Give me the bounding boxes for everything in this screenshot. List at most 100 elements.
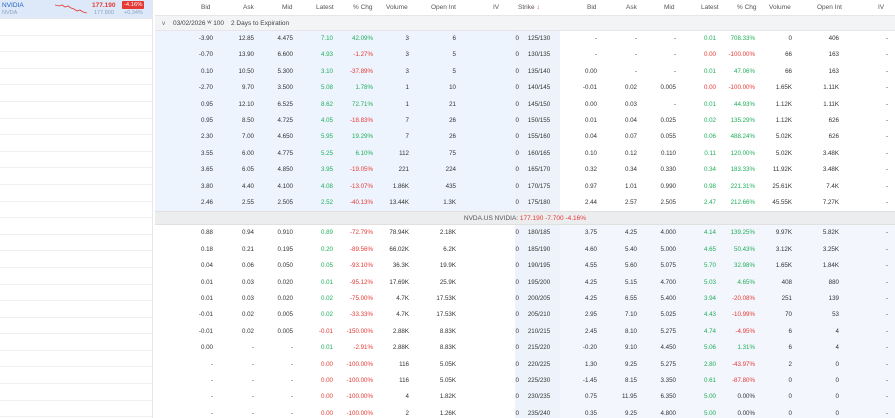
col-open-int[interactable]: Open Int [431, 4, 456, 11]
cell-p-volume: 1.12K [775, 100, 792, 108]
col-put-mid[interactable]: Mid [664, 4, 675, 11]
option-row[interactable]: 0.01 0.03 0.020 0.02 -75.00% 4.7K 17.53K 0 200/2… [155, 290, 895, 308]
option-row[interactable]: 0.01 0.03 0.020 0.01 -95.12% 17.69K 25.9K 0 195/… [155, 274, 895, 291]
col-put-pct-chg[interactable]: % Chg [737, 4, 757, 11]
option-row[interactable]: 0.95 8.50 4.725 4.05 -18.83% 7 26 0 150/155 0.01 0… [155, 113, 895, 130]
cell-p-oi: 626 [828, 133, 839, 141]
option-row[interactable]: -0.70 13.90 6.600 4.93 -1.27% 3 5 0 130/135 - - - 0.… [155, 47, 895, 64]
cell-iv: 0 [515, 409, 519, 417]
option-row[interactable]: 0.04 0.06 0.050 0.05 -93.10% 36.3K 19.9K 0 190/1… [155, 258, 895, 275]
cell-latest: 0.00 [320, 376, 333, 384]
cell-oi: 8.83K [439, 327, 456, 335]
cell-bid: 0.95 [200, 117, 213, 124]
col-strike-label: Strike [518, 4, 535, 11]
call-side-bg [155, 225, 515, 242]
col-latest[interactable]: Latest [316, 4, 334, 11]
cell-strike: 220/225 [527, 360, 551, 368]
option-row[interactable]: - - - 0.00 -100.00% 4 1.82K 0 230/235 0.75 11.95 6.… [155, 389, 895, 406]
option-row[interactable]: 2.30 7.00 4.650 5.95 19.29% 7 26 0 155/160 0.04 0.… [155, 129, 895, 146]
cell-p-bid: - [594, 35, 597, 42]
call-side-bg [155, 162, 515, 179]
cell-oi: 2.18K [439, 229, 456, 237]
cell-p-latest: 5.03 [703, 278, 716, 286]
cell-iv: 0 [515, 327, 519, 335]
col-put-ask[interactable]: Ask [626, 4, 637, 11]
col-ask[interactable]: Ask [243, 4, 254, 11]
cell-ask: 0.02 [241, 311, 254, 319]
cell-p-mid: 0.110 [660, 149, 676, 157]
cell-p-pct: 50.43% [734, 245, 755, 253]
cell-p-iv: - [885, 327, 888, 335]
cell-p-mid: 5.400 [660, 294, 676, 302]
col-put-open-int[interactable]: Open Int [817, 4, 842, 11]
option-row[interactable]: 3.80 4.40 4.100 4.08 -13.07% 1.86K 435 0 170/175… [155, 178, 895, 195]
option-row[interactable]: 0.88 0.94 0.910 0.89 -72.79% 78.94K 2.18K 0 180/… [155, 225, 895, 242]
cell-latest: 0.02 [320, 311, 333, 319]
cell-p-latest: 0.00 [703, 51, 716, 59]
call-side-bg [155, 31, 515, 48]
option-row[interactable]: 0.00 - - 0.01 -2.91% 2.88K 8.83K 0 215/220 -0.20 9… [155, 340, 895, 357]
col-put-latest[interactable]: Latest [701, 4, 719, 11]
expiration-group-header[interactable]: v 03/02/2026 ᵂ 100 2 Days to Expiration [155, 16, 895, 31]
cell-pct: -40.13% [349, 199, 373, 206]
strike-bg [515, 389, 560, 406]
col-put-bid[interactable]: Bid [587, 4, 597, 11]
cell-p-iv: - [885, 278, 888, 286]
option-row[interactable]: 3.65 6.05 4.850 3.95 -19.05% 221 224 0 165/170 0.… [155, 162, 895, 179]
option-row[interactable]: - - - 0.00 -100.00% 116 5.05K 0 220/225 1.30 9.25 5… [155, 356, 895, 373]
col-mid[interactable]: Mid [282, 4, 293, 11]
cell-p-latest: 3.94 [703, 294, 716, 302]
cell-p-bid: 0.04 [584, 133, 597, 141]
cell-iv: 0 [515, 100, 519, 108]
cell-volume: 1 [405, 100, 409, 108]
option-row[interactable]: -3.90 12.85 4.475 7.10 42.09% 3 6 0 125/130 - - - 0.… [155, 31, 895, 48]
option-row[interactable]: 0.18 0.21 0.195 0.20 -89.56% 66.02K 6.2K 0 185/1… [155, 241, 895, 259]
put-side-bg [560, 162, 895, 179]
call-side-bg [155, 340, 515, 357]
cell-p-ask: 8.10 [624, 327, 637, 335]
cell-p-iv: - [885, 360, 888, 368]
cell-pct: -13.07% [349, 182, 373, 190]
col-put-volume[interactable]: Volume [769, 4, 791, 11]
col-bid[interactable]: Bid [201, 4, 211, 11]
cell-p-pct: -100.00% [728, 84, 756, 92]
watchlist-item-nvidia[interactable]: NVIDIA NVDA 177.190 177.800 -4.16% +0.34… [0, 0, 152, 19]
col-volume[interactable]: Volume [386, 4, 408, 11]
cell-pct: 72.71% [352, 100, 373, 108]
watchlist-empty-row [0, 69, 152, 86]
option-row[interactable]: - - - 0.00 -100.00% 116 5.05K 0 225/230 -1.45 8.15… [155, 372, 895, 390]
option-row[interactable]: 0.95 12.10 6.525 8.62 72.71% 1 21 0 145/150 0.00 0… [155, 96, 895, 113]
cell-p-bid: 2.44 [584, 199, 597, 206]
chevron-down-icon[interactable]: v [162, 20, 166, 27]
put-side-bg [560, 290, 895, 308]
option-row[interactable]: -0.01 0.02 0.005 -0.01 -150.00% 2.88K 8.83K 0 21… [155, 323, 895, 341]
cell-p-oi: 3.48K [822, 166, 839, 174]
option-row[interactable]: 2.46 2.55 2.505 2.52 -40.13% 13.44K 1.3K 0 175/1… [155, 195, 895, 212]
call-side-bg [155, 241, 515, 259]
cell-oi: 435 [445, 182, 456, 190]
cell-pct: -100.00% [346, 393, 374, 401]
col-put-iv[interactable]: IV [878, 4, 885, 11]
option-row[interactable]: 3.55 6.00 4.775 5.25 6.10% 112 75 0 160/165 0.10 0… [155, 145, 895, 163]
cell-oi: 6.2K [443, 245, 456, 253]
cell-bid: 3.80 [200, 182, 213, 190]
cell-p-iv: - [885, 166, 888, 174]
option-row[interactable]: - - - 0.00 -100.00% 2 1.26K 0 235/240 0.35 9.25 4.8… [155, 405, 895, 418]
cell-iv: 0 [515, 393, 519, 401]
cell-volume: 1.86K [392, 182, 409, 190]
cell-mid: 4.850 [277, 166, 293, 174]
cell-pct: -75.00% [349, 294, 373, 302]
watchlist-empty-row [0, 218, 152, 235]
cell-p-mid: 0.025 [660, 117, 676, 124]
cell-p-bid: 4.55 [584, 262, 597, 270]
option-row[interactable]: -0.01 0.02 0.005 0.02 -33.33% 4.7K 17.53K 0 205/… [155, 307, 895, 324]
cell-strike: 215/220 [527, 344, 551, 352]
col-iv[interactable]: IV [493, 4, 500, 11]
option-row[interactable]: 0.10 10.50 5.300 3.10 -37.89% 3 5 0 135/140 0.00 -… [155, 63, 895, 81]
watchlist-empty-row [0, 367, 152, 385]
option-row[interactable]: -2.70 9.70 3.500 5.08 1.78% 1 10 0 140/145 -0.01 0… [155, 80, 895, 97]
col-strike[interactable]: Strike ↕ [518, 0, 540, 16]
col-pct-chg[interactable]: % Chg [353, 4, 373, 11]
watchlist-empty-row [0, 168, 152, 185]
watchlist-empty-row [0, 19, 152, 36]
